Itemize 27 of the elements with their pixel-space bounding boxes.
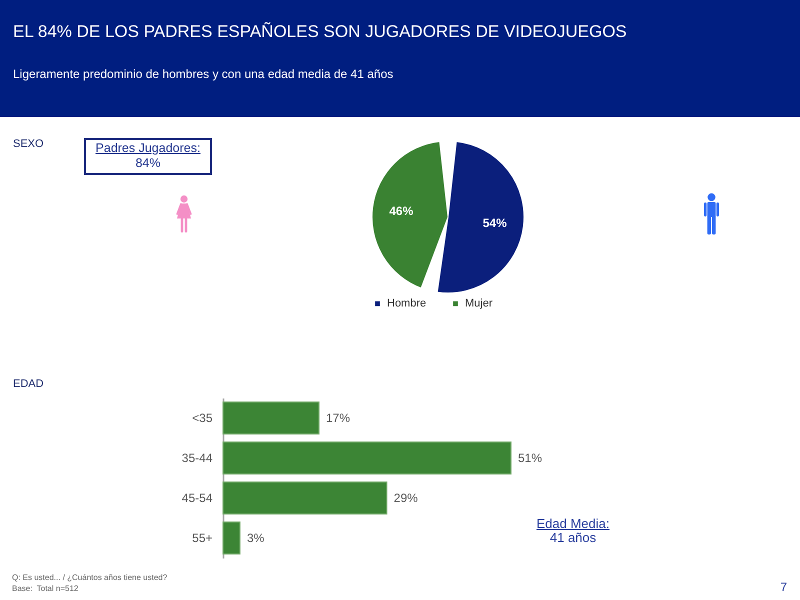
y-tick-label: 55+ bbox=[192, 531, 212, 545]
legend-label: Hombre bbox=[387, 298, 426, 310]
text: Edad Media: bbox=[536, 516, 610, 532]
text: 84% bbox=[135, 156, 161, 170]
y-tick-label: <35 bbox=[192, 411, 213, 425]
text: Ligeramente predominio de hombres y con una edad media de 41 años bbox=[13, 67, 394, 82]
data-label: 54% bbox=[482, 216, 508, 230]
data-label: 29% bbox=[394, 491, 418, 505]
bar bbox=[222, 442, 512, 474]
data-label: 51% bbox=[518, 451, 542, 465]
bar bbox=[222, 482, 388, 514]
bar bbox=[222, 402, 320, 434]
text: EDAD bbox=[13, 378, 44, 391]
text: Padres Jugadores: bbox=[96, 141, 200, 156]
text: 7 bbox=[780, 580, 787, 595]
y-tick-label: 45-54 bbox=[182, 491, 213, 505]
data-label: 3% bbox=[246, 531, 265, 545]
text: 41 años bbox=[550, 530, 596, 546]
chart-title: EL 84% DE LOS PADRES ESPAÑOLES SON JUGADORES DE VIDEOJUEGOS bbox=[13, 22, 627, 42]
text: Q: Es usted... / ¿Cuántos años tiene usted? bbox=[12, 573, 168, 582]
bar bbox=[222, 522, 240, 554]
text: SEXO bbox=[13, 138, 44, 151]
text: Base: Total n=512 bbox=[12, 584, 78, 594]
legend-label: Mujer bbox=[465, 298, 493, 310]
data-label: 17% bbox=[326, 411, 350, 425]
data-label: 46% bbox=[389, 204, 414, 218]
y-tick-label: 35-44 bbox=[182, 451, 213, 465]
